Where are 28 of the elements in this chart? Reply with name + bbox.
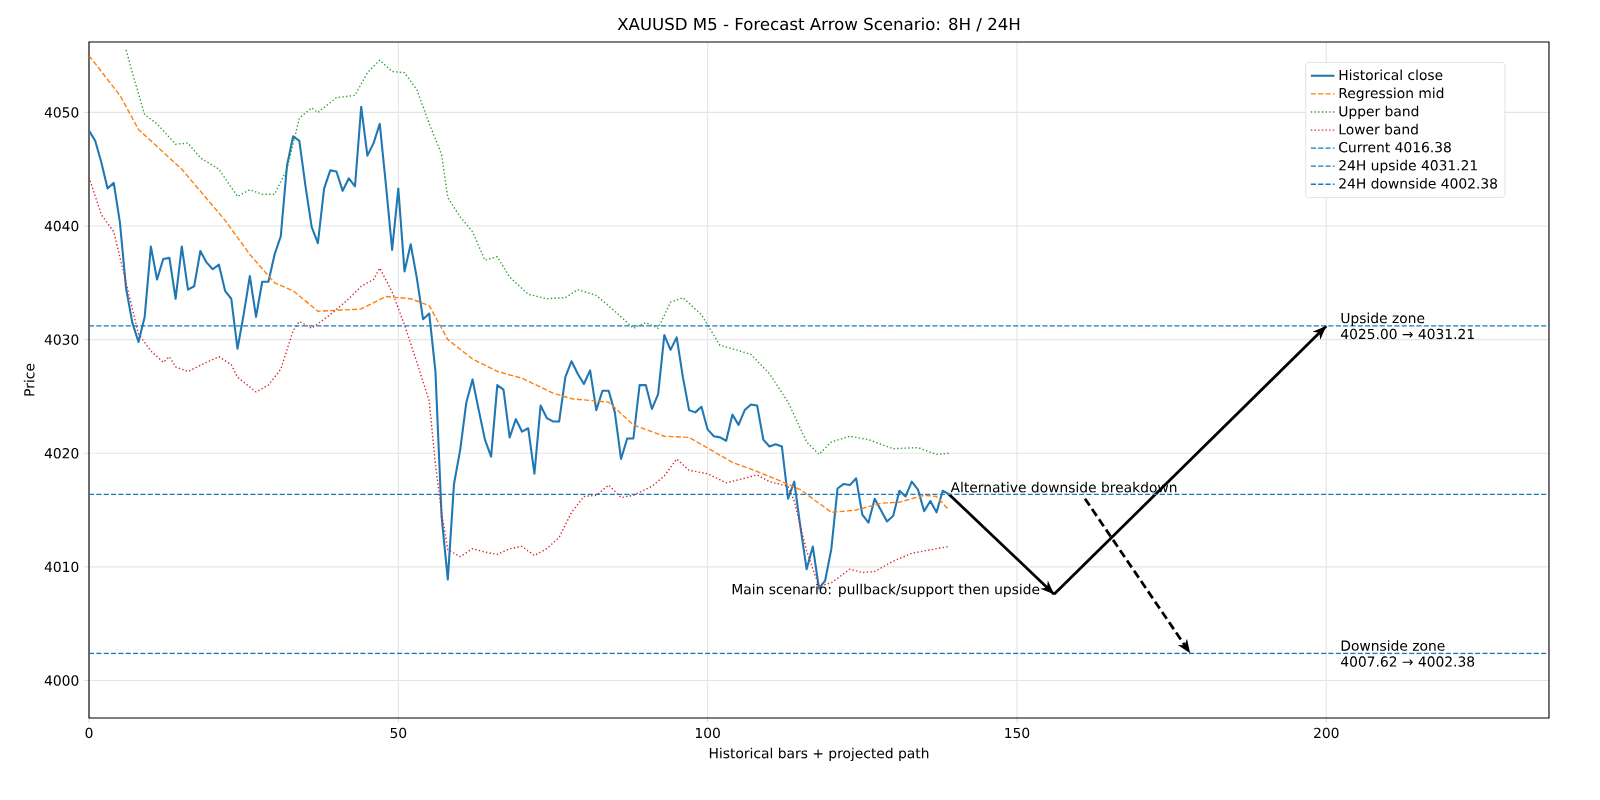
- annotation: Upside zone: [1341, 312, 1425, 326]
- line-series: [89, 54, 950, 514]
- x-tick-label: 50: [390, 727, 407, 739]
- annotation: Main scenario: pullback/support then upside: [732, 583, 1040, 598]
- y-axis-title: Price: [23, 363, 35, 396]
- legend-label: 24H upside 4031.21: [1339, 159, 1477, 174]
- legend-label: 24H downside 4002.38: [1339, 177, 1498, 189]
- legend-label: Regression mid: [1339, 87, 1444, 101]
- x-tick-label: 200: [1314, 727, 1339, 739]
- y-tick-label: 4050: [44, 107, 79, 118]
- legend-label: Upper band: [1339, 105, 1419, 120]
- x-tick-label: 100: [695, 727, 720, 739]
- chart-title: XAUUSD M5 - Forecast Arrow Scenario: 8H / 24H: [617, 17, 1020, 32]
- line-series: [125, 49, 950, 456]
- y-tick-label: 4030: [44, 334, 79, 345]
- annotation: Downside zone: [1341, 640, 1445, 651]
- annotation: 4007.62 → 4002.38: [1340, 656, 1475, 667]
- legend-label: Current 4016.38: [1339, 141, 1451, 153]
- y-tick-label: 4010: [44, 561, 79, 573]
- annotation: 4025.00 → 4031.21: [1340, 328, 1474, 340]
- legend-label: Lower band: [1339, 123, 1418, 135]
- y-tick-label: 4000: [44, 675, 79, 686]
- x-tick-label: 0: [85, 727, 93, 739]
- y-tick-label: 4020: [44, 448, 79, 459]
- x-tick-label: 150: [1005, 727, 1030, 739]
- y-tick-label: 4040: [44, 220, 79, 232]
- legend-label: Historical close: [1339, 69, 1443, 81]
- x-axis-title: Historical bars + projected path: [709, 747, 929, 762]
